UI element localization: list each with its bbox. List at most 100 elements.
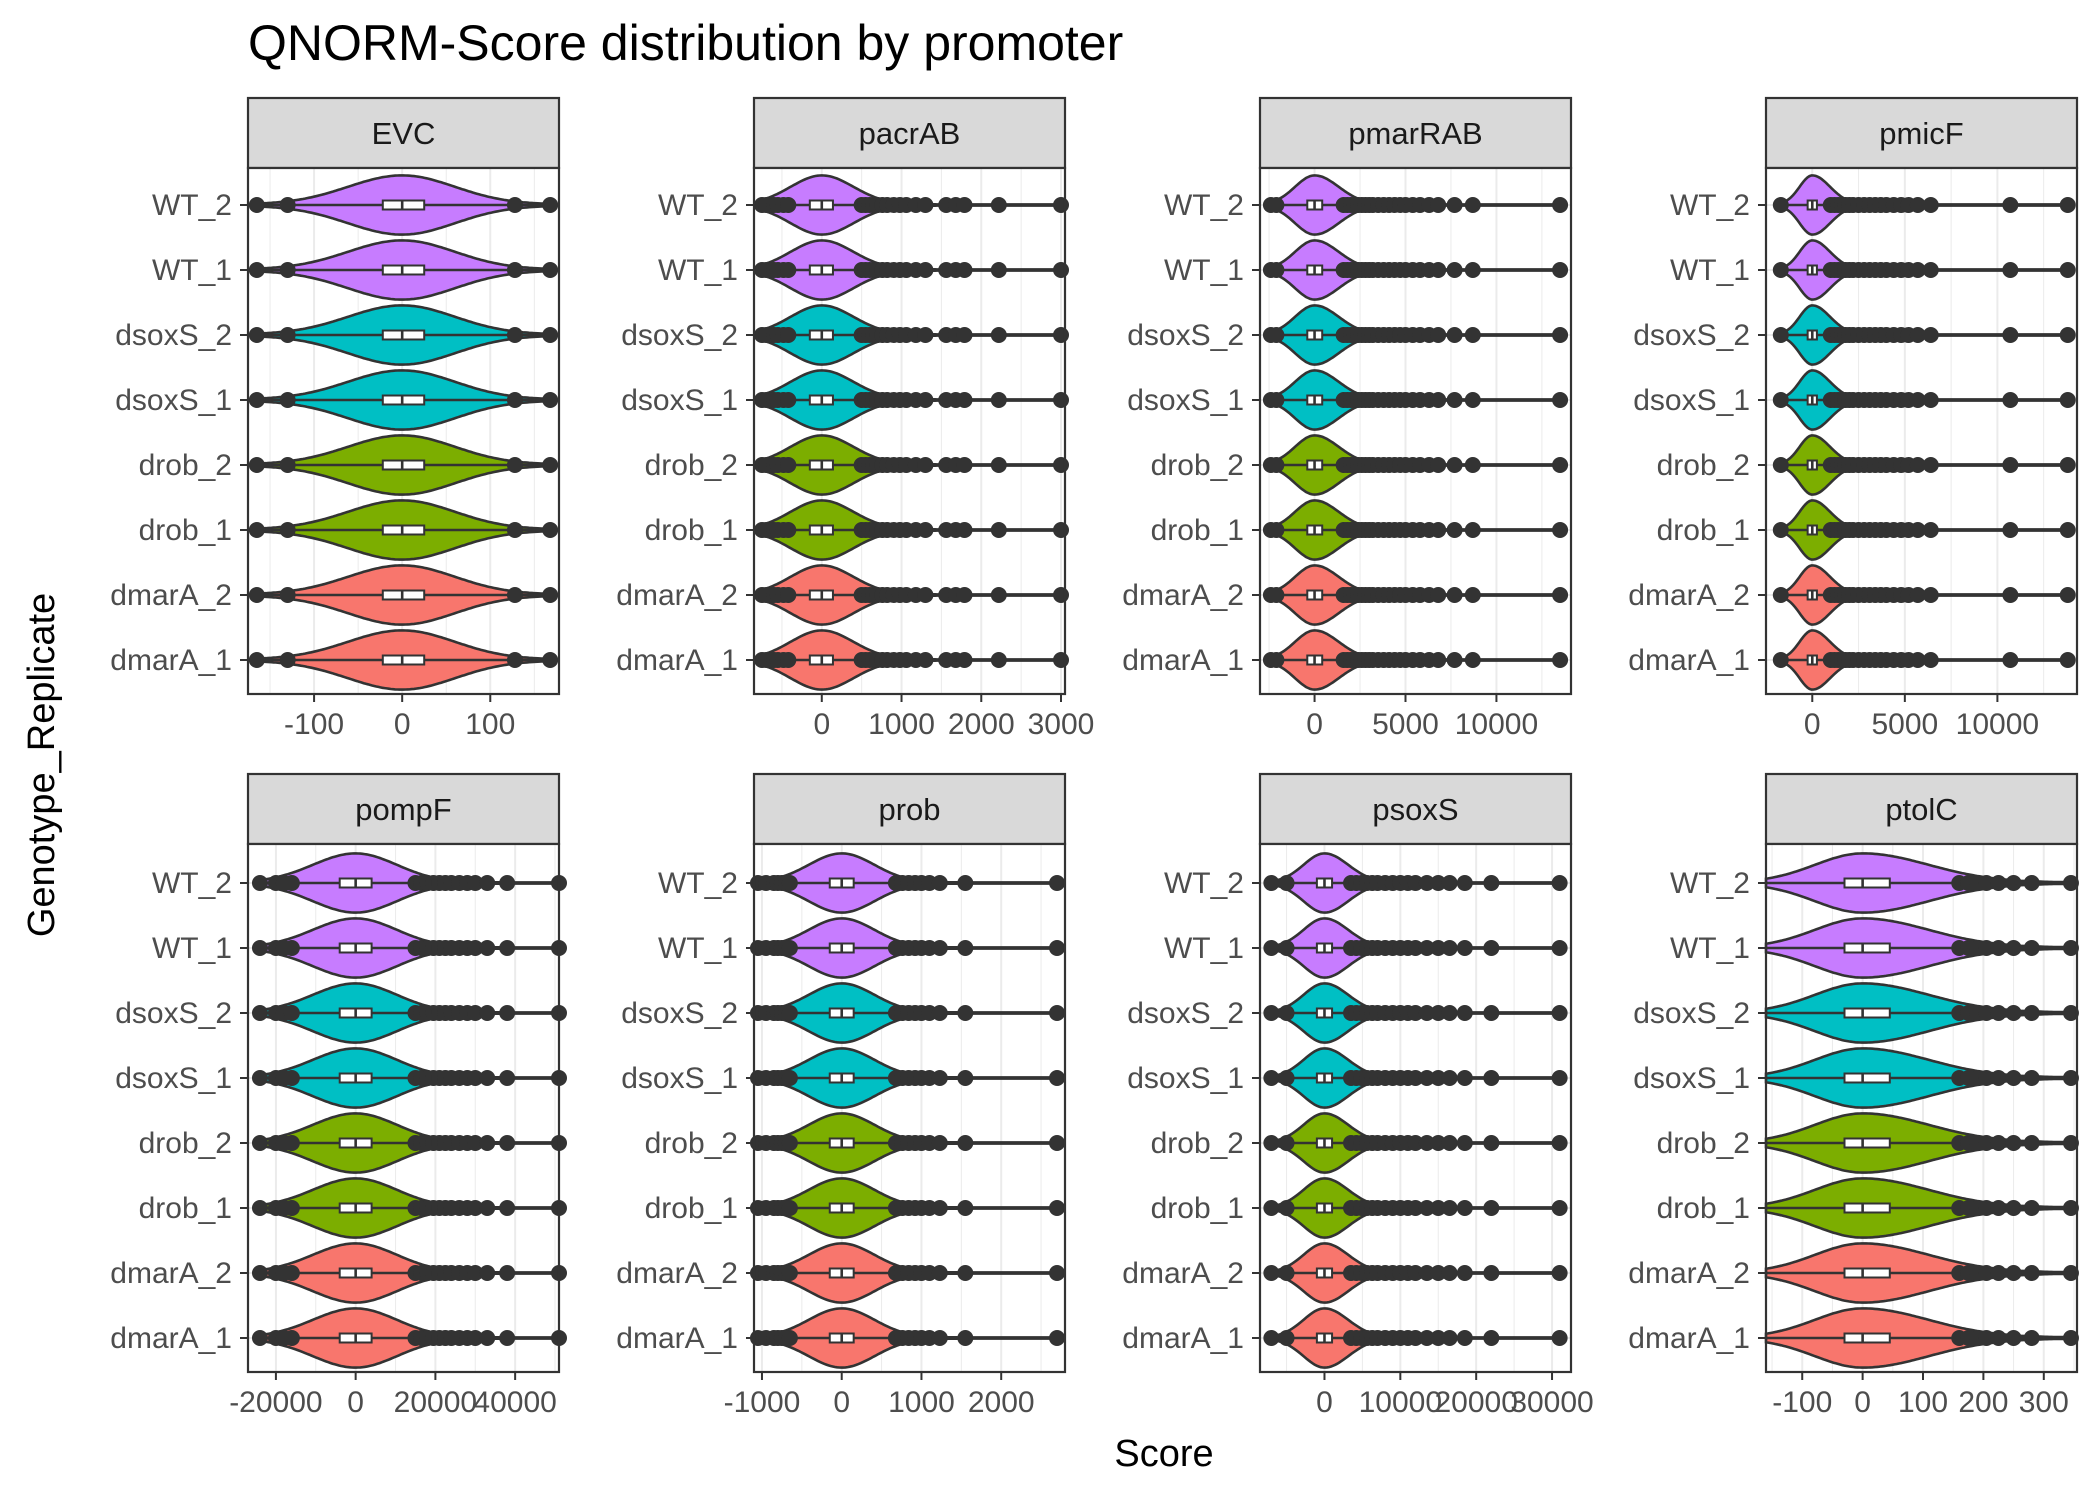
- outlier-point: [499, 940, 516, 956]
- outlier-point: [781, 1265, 798, 1281]
- y-tick-label: dsoxS_1: [115, 384, 232, 417]
- x-tick-label: 200: [1958, 1386, 2008, 1419]
- outlier-point: [2005, 1070, 2022, 1086]
- outlier-point: [781, 1330, 798, 1346]
- chart-title: QNORM-Score distribution by promoter: [248, 15, 1123, 71]
- outlier-point: [1483, 1330, 1500, 1346]
- outlier-point: [957, 1005, 974, 1021]
- outlier-point: [956, 457, 973, 473]
- facet-strip-label: EVC: [372, 116, 436, 151]
- outlier-point: [931, 1200, 948, 1216]
- outlier-point: [1922, 197, 1939, 213]
- outlier-point: [1978, 940, 1995, 956]
- outlier-point: [956, 392, 973, 408]
- facet-panel-psoxS: psoxS dmarA_1 dmarA_2 drob_1 drob_2 dsoxS_1 ds…: [1122, 772, 1594, 1419]
- outlier-point: [542, 392, 559, 408]
- y-tick-label: WT_2: [658, 867, 738, 900]
- outlier-point: [283, 1200, 300, 1216]
- outlier-point: [1418, 1200, 1435, 1216]
- outlier-point: [1446, 197, 1463, 213]
- outlier-point: [1430, 327, 1447, 343]
- box-WT_1: [1843, 942, 1891, 954]
- outlier-point: [1049, 1200, 1066, 1216]
- outlier-point: [1456, 1265, 1473, 1281]
- y-tick-label: dmarA_2: [1122, 1257, 1244, 1290]
- box-dmarA_1: [1843, 1332, 1891, 1344]
- outlier-point: [2023, 1330, 2040, 1346]
- outlier-point: [1551, 1200, 1568, 1216]
- y-tick-label: dmarA_1: [1628, 644, 1750, 677]
- y-tick-label: dmarA_2: [616, 1257, 738, 1290]
- outlier-point: [1430, 940, 1447, 956]
- outlier-point: [1922, 327, 1939, 343]
- outlier-point: [1049, 1005, 1066, 1021]
- panel-border: [1764, 166, 2079, 696]
- outlier-point: [506, 327, 523, 343]
- outlier-point: [1430, 1070, 1447, 1086]
- outlier-point: [1446, 392, 1463, 408]
- outlier-point: [2062, 1330, 2079, 1346]
- outlier-point: [1464, 327, 1481, 343]
- outlier-point: [1268, 587, 1285, 603]
- outlier-point: [780, 262, 797, 278]
- outlier-point: [1441, 1265, 1458, 1281]
- y-tick-label: WT_1: [658, 254, 738, 287]
- outlier-point: [2059, 457, 2076, 473]
- outlier-point: [931, 1005, 948, 1021]
- outlier-point: [1430, 652, 1447, 668]
- outlier-point: [1446, 522, 1463, 538]
- outlier-point: [1278, 1070, 1295, 1086]
- box-WT_2: [1843, 877, 1891, 889]
- outlier-point: [1430, 875, 1447, 891]
- y-tick-label: WT_2: [1670, 867, 1750, 900]
- outlier-point: [467, 1135, 484, 1151]
- y-tick-label: drob_2: [645, 1127, 738, 1160]
- outlier-point: [279, 197, 296, 213]
- outlier-point: [2023, 1265, 2040, 1281]
- outlier-point: [1464, 587, 1481, 603]
- x-tick-label: 0: [1854, 1386, 1871, 1419]
- outlier-point: [1418, 1330, 1435, 1346]
- x-axis-title: Score: [1114, 1433, 1213, 1475]
- outlier-point: [1990, 1200, 2007, 1216]
- outlier-point: [2002, 652, 2019, 668]
- outlier-point: [283, 1265, 300, 1281]
- outlier-point: [2059, 327, 2076, 343]
- outlier-point: [1456, 940, 1473, 956]
- outlier-point: [1551, 1070, 1568, 1086]
- outlier-point: [499, 1135, 516, 1151]
- facet-panel-prob: prob dmarA_1 dmarA_2 drob_1 drob_2 dsoxS_1 dso…: [616, 772, 1067, 1419]
- outlier-point: [917, 652, 934, 668]
- outlier-point: [990, 587, 1007, 603]
- outlier-point: [1263, 1005, 1280, 1021]
- outlier-point: [479, 1005, 496, 1021]
- y-tick-label: dmarA_1: [616, 644, 738, 677]
- outlier-point: [479, 940, 496, 956]
- outlier-point: [2062, 875, 2079, 891]
- x-tick-label: 10000: [1455, 708, 1538, 741]
- y-tick-label: dsoxS_2: [115, 319, 232, 352]
- outlier-point: [1464, 457, 1481, 473]
- outlier-point: [542, 652, 559, 668]
- y-tick-label: dsoxS_1: [1633, 1062, 1750, 1095]
- outlier-point: [1909, 652, 1926, 668]
- y-tick-label: dmarA_1: [110, 1322, 232, 1355]
- outlier-point: [1268, 327, 1285, 343]
- outlier-point: [542, 197, 559, 213]
- outlier-point: [1772, 392, 1789, 408]
- outlier-point: [1552, 522, 1569, 538]
- y-tick-label: dsoxS_1: [621, 384, 738, 417]
- box-dmarA_2: [1843, 1267, 1891, 1279]
- outlier-point: [780, 392, 797, 408]
- x-tick-label: 1000: [888, 1386, 955, 1419]
- outlier-point: [1552, 327, 1569, 343]
- y-tick-label: WT_1: [1670, 932, 1750, 965]
- x-tick-label: 0: [347, 1386, 364, 1419]
- y-tick-label: drob_2: [645, 449, 738, 482]
- outlier-point: [780, 522, 797, 538]
- outlier-point: [781, 1070, 798, 1086]
- x-tick-label: 5000: [1372, 708, 1439, 741]
- y-tick-label: drob_2: [1657, 1127, 1750, 1160]
- outlier-point: [1978, 1265, 1995, 1281]
- outlier-point: [990, 522, 1007, 538]
